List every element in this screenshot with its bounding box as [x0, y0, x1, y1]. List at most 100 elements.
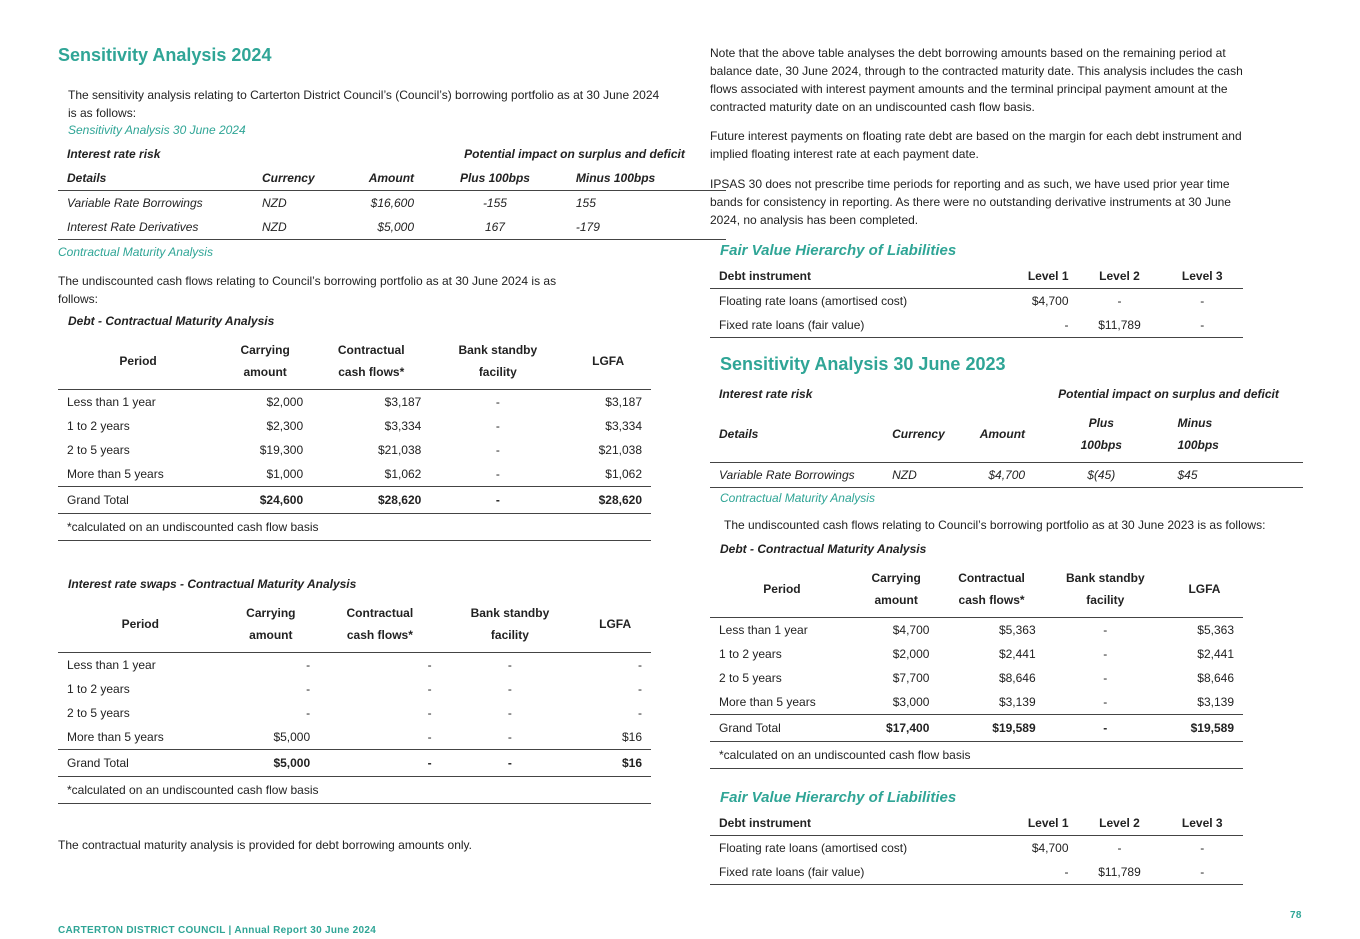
cell: $1,062 [605, 467, 642, 481]
total-row: Grand Total $5,000- - $16 [58, 749, 651, 777]
total-row: Grand Total $24,600 $28,620- $28,620 [58, 486, 651, 514]
footer: CARTERTON DISTRICT COUNCIL | Annual Repo… [58, 925, 376, 936]
cell: - [1200, 294, 1205, 308]
paragraph: The undiscounted cash flows relating to … [58, 274, 557, 306]
footnote-row: *calculated on an undiscounted cash flow… [710, 741, 1243, 769]
cell: - [1103, 647, 1108, 661]
table-title: Debt - Contractual Maturity Analysis [720, 542, 927, 556]
cell: - [638, 682, 642, 696]
row: Floating rate loans (amortised cost) $4,7… [710, 289, 1243, 314]
row: More than 5 years $1,000 $1,062 - $1,062 [58, 462, 651, 487]
row: 2 to 5 years $7,700 $8,646 - $8,646 [710, 666, 1243, 690]
row: 1 to 2 years $2,300 $3,334 - $3,334 [58, 414, 651, 438]
header-line: Minus [1177, 416, 1213, 430]
cell: - [427, 706, 432, 720]
header-line: Bank standby [458, 343, 538, 357]
cell: Variable Rate Borrowings [67, 196, 203, 210]
header-cell: Bank standby facility [1044, 561, 1166, 618]
table: Period Carrying amount Contractual cash flow… [58, 333, 651, 541]
header-line: Carrying [246, 606, 296, 620]
table: Period Carrying amount Contractual cash flow… [710, 561, 1243, 769]
header-line: 100bps [1177, 438, 1219, 452]
cell: More than 5 years [719, 695, 816, 709]
cell: - [638, 658, 642, 672]
cell: - [1161, 860, 1243, 885]
cell: Less than 1 year [67, 395, 156, 409]
header-cell: Period [58, 333, 219, 390]
cell: $3,000 [892, 695, 930, 709]
header-line: cash flows* [346, 628, 413, 642]
row: 2 to 5 years - - - - [58, 701, 651, 725]
cell: 2 to 5 years [719, 671, 782, 685]
header-cell: LGFA [565, 333, 651, 390]
cell: - [507, 730, 512, 744]
header-row: Period Carrying amount Contractual cash flow… [58, 596, 651, 653]
row: More than 5 years $3,000 $3,139 - $3,139 [710, 690, 1243, 715]
header-cell: LGFA [1165, 561, 1243, 618]
header-cell: Details [710, 406, 884, 463]
cell: $3,334 [605, 419, 642, 433]
header-cell: Bank standby facility [440, 596, 580, 653]
table: Debt instrument Level 1 Level 2 Level 3 Floa… [710, 811, 1243, 885]
group-header-cell: Potential impact on surplus and deficit [464, 147, 685, 161]
cell: - [1117, 294, 1122, 308]
cell: $3,334 [384, 419, 422, 433]
cell: - [1117, 841, 1122, 855]
cell: $16,600 [370, 196, 415, 210]
row: 1 to 2 years $2,000 $2,441 - $2,441 [710, 642, 1243, 666]
header-cell: Minus 100bps [566, 166, 726, 191]
header-row: Details Currency Amount Plus 100bps Minus 100b… [710, 406, 1303, 463]
header-cell: Carrying amount [222, 596, 320, 653]
cell: -155 [482, 196, 507, 210]
header-line: amount [243, 365, 287, 379]
header-row: Details Currency Amount Plus 100bps Minus 10… [58, 166, 726, 191]
cell: $45 [1168, 462, 1303, 488]
row: Variable Rate Borrowings NZD $16,600 -155 15… [58, 191, 726, 216]
cell: NZD [883, 462, 963, 488]
header-cell: Level 1 [996, 811, 1078, 836]
header-cell: Level 2 [1077, 264, 1162, 289]
header-row: Debt instrument Level 1 Level 2 Level 3 [710, 264, 1243, 289]
header-line: Bank standby [470, 606, 550, 620]
table-wrap: Period Carrying amount Contractual cash flow… [58, 596, 651, 804]
total-cell: Grand Total [58, 749, 223, 777]
cell: $5,363 [998, 623, 1036, 637]
header-cell: Amount [962, 406, 1035, 463]
header-cell: Contractual cash flows* [938, 561, 1045, 618]
header-line: facility [478, 365, 517, 379]
header-cell: Plus 100bps [1034, 406, 1169, 463]
header-line: Carrying [240, 343, 290, 357]
total-cell: - [430, 486, 566, 514]
cell: - [507, 682, 512, 696]
table: Interest rate risk Potential impact on su… [58, 142, 726, 240]
cell: Fixed rate loans (fair value) [710, 313, 997, 338]
header-line: cash flows* [338, 365, 405, 379]
total-cell: $17,400 [853, 714, 939, 742]
paragraph: The sensitivity analysis relating to Car… [68, 88, 660, 120]
header-row: Debt instrument Level 1 Level 2 Level 3 [710, 811, 1243, 836]
footer-report: Annual Report 30 June 2024 [234, 925, 377, 936]
table-wrap: Period Carrying amount Contractual cash flow… [58, 333, 651, 541]
paragraph: Future interest payments on floating rat… [710, 129, 1242, 161]
row: 1 to 2 years - - - - [58, 677, 651, 701]
footnote-row: *calculated on an undiscounted cash flow… [58, 776, 651, 804]
header-line: Contractual [958, 571, 1025, 585]
header-cell: Period [58, 596, 223, 653]
cell: - [1103, 623, 1108, 637]
group-header-cell: Interest rate risk [719, 387, 813, 401]
header-cell: Period [710, 561, 854, 618]
cell: Variable Rate Borrowings [710, 462, 884, 488]
cell: $1,062 [384, 467, 422, 481]
cell: $2,000 [266, 395, 304, 409]
footnote: *calculated on an undiscounted cash flow… [58, 776, 651, 804]
cell: $2,000 [892, 647, 930, 661]
header-cell: Currency [252, 166, 343, 191]
header-cell: Currency [883, 406, 963, 463]
cell: $5,363 [1197, 623, 1234, 637]
header-cell: Carrying amount [218, 333, 313, 390]
cell: $2,441 [1197, 647, 1234, 661]
header-line: facility [1086, 593, 1125, 607]
group-header-row: Interest rate risk Potential impact on su… [58, 142, 726, 166]
cell: $2,300 [266, 419, 304, 433]
row: 2 to 5 years $19,300 $21,038 - $21,038 [58, 438, 651, 462]
